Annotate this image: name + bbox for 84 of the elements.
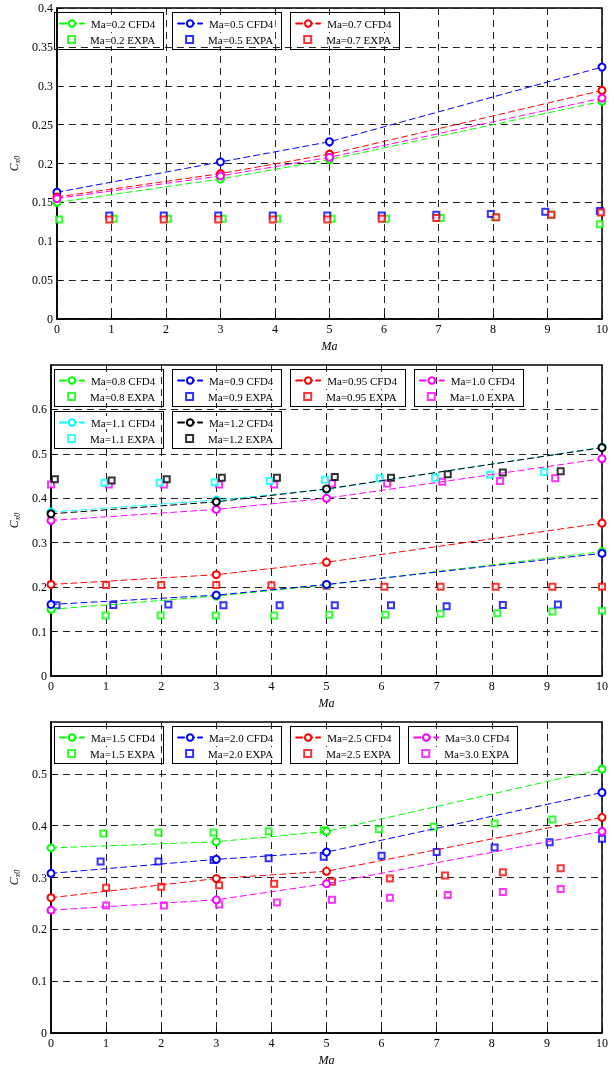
y-tick-label: 0.1 [32,624,47,639]
legend-label: Ma=0.8 EXPA [90,390,156,403]
x-tick-label: 1 [103,679,110,693]
legend-label: Ma=0.7 CFD4 [327,17,392,30]
x-tick-label: 6 [378,679,385,693]
legend-label: Ma=1.0 EXPA [449,390,515,403]
legend-label: Ma=2.0 CFD4 [209,731,274,744]
x-tick-label: 7 [435,322,442,336]
legend-label: Ma=3.0 CFD4 [445,731,511,744]
x-tick-label: 9 [544,322,551,336]
legend-label: Ma=2.5 CFD4 [327,731,392,744]
x-tick-label: 5 [323,679,330,693]
y-tick-label: 0.35 [31,39,53,54]
y-tick-label: 0 [41,1026,47,1040]
x-tick-label: 5 [326,322,333,336]
legend-label: Ma=1.1 CFD4 [91,416,156,429]
x-tick-label: 2 [158,679,165,693]
x-tick-label: 4 [268,679,275,693]
x-tick-label: 6 [380,322,387,336]
x-tick-label: 4 [271,322,278,336]
x-tick-label: 9 [543,1036,550,1050]
legend-label: Ma=0.95 CFD4 [327,374,398,387]
y-tick-label: 0.4 [37,1,53,15]
legend-label: Ma=0.95 EXPA [326,390,397,403]
x-tick-label: 7 [433,1036,440,1050]
x-tick-label: 10 [596,679,608,693]
x-tick-label: 3 [213,679,220,693]
y-tick-label: 0.6 [32,402,47,417]
legend-label: Ma=1.2 CFD4 [209,416,274,429]
x-tick-label: 9 [543,679,550,693]
y-tick-label: 0.3 [32,870,47,885]
x-tick-label: 1 [103,1036,110,1050]
y-tick-label: 0.25 [31,117,53,132]
x-tick-label: 7 [433,679,440,693]
x-axis-title: Ma [320,338,338,353]
legend-label: Ma=0.8 CFD4 [91,374,156,387]
x-tick-label: 6 [378,1036,385,1050]
x-tick-label: 3 [217,322,224,336]
x-tick-label: 8 [489,322,496,336]
legend-label: Ma=0.2 CFD4 [91,17,156,30]
y-tick-label: 0.1 [32,974,47,989]
y-tick-label: 0.2 [32,922,47,937]
x-tick-label: 10 [596,1036,608,1050]
x-axis-title: Ma [317,695,335,710]
legend-label: Ma=1.5 CFD4 [91,731,156,744]
y-axis-title: Cx0 [7,155,22,172]
y-axis-title: Cx0 [7,512,22,529]
y-axis-title: Cx0 [7,869,22,886]
legend-label: Ma=0.5 CFD4 [209,17,274,30]
legend-label: Ma=0.2 EXPA [90,33,156,46]
x-tick-label: 8 [488,1036,495,1050]
y-tick-label: 0.5 [32,766,47,781]
legend-label: Ma=0.9 EXPA [208,390,274,403]
x-tick-label: 2 [162,322,169,336]
y-tick-label: 0.05 [31,273,53,288]
x-tick-label: 4 [268,1036,275,1050]
x-axis-title: Ma [317,1052,335,1067]
y-tick-label: 0.15 [31,195,53,210]
legend-label: Ma=0.5 EXPA [208,33,274,46]
legend-label: Ma=2.0 EXPA [208,747,274,760]
legend-label: Ma=1.1 EXPA [90,432,156,445]
legend-label: Ma=2.5 EXPA [326,747,392,760]
y-tick-label: 0 [46,312,53,326]
y-tick-label: 0.5 [32,446,47,461]
y-tick-label: 0.4 [32,818,47,833]
x-tick-label: 1 [108,322,115,336]
legend-label: Ma=1.0 CFD4 [450,374,516,387]
x-tick-label: 2 [158,1036,165,1050]
legend-label: Ma=0.7 EXPA [326,33,392,46]
y-tick-label: 0.4 [32,491,47,506]
x-tick-label: 3 [213,1036,220,1050]
legend-label: Ma=1.2 EXPA [208,432,274,445]
y-tick-label: 0.2 [37,156,53,171]
legend-label: Ma=0.9 CFD4 [209,374,274,387]
y-tick-label: 0 [41,669,47,683]
x-tick-label: 8 [488,679,495,693]
y-tick-label: 0.2 [32,580,47,595]
x-tick-label: 10 [596,322,608,336]
x-tick-label: 5 [323,1036,330,1050]
legend-label: Ma=1.5 EXPA [90,747,156,760]
y-tick-label: 0.1 [37,234,53,249]
legend-label: Ma=3.0 EXPA [444,747,510,760]
y-tick-label: 0.3 [32,535,47,550]
y-tick-label: 0.3 [37,78,53,93]
